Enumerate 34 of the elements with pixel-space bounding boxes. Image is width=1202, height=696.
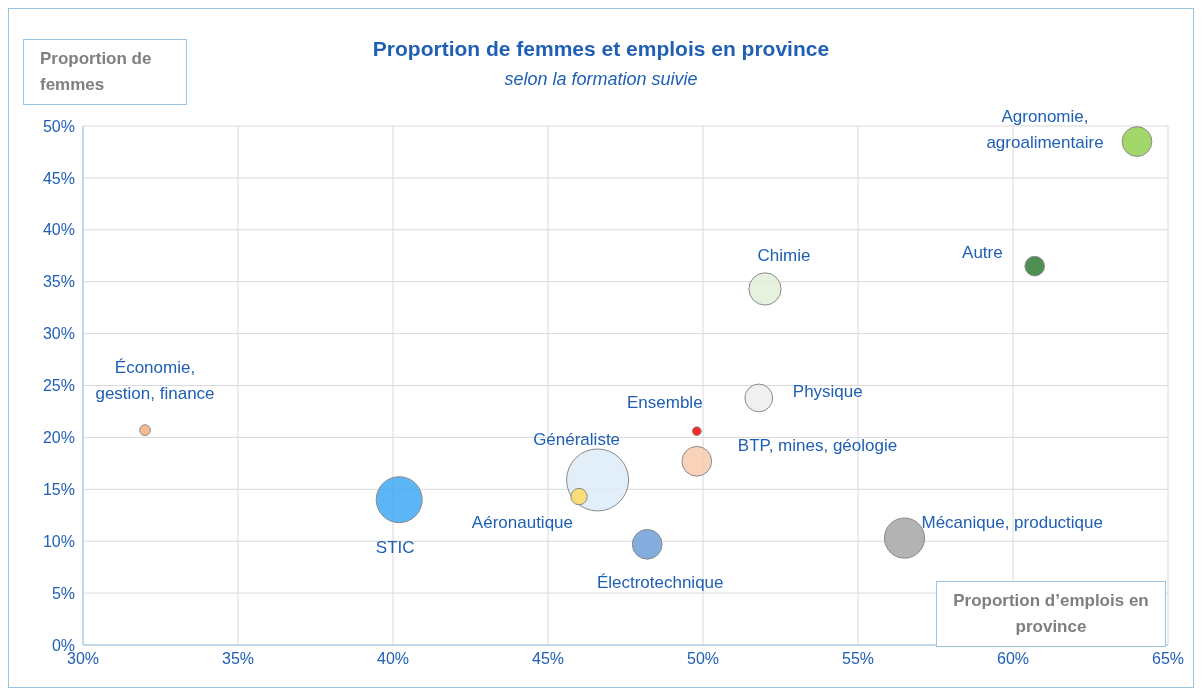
y-tick-label: 30% (42, 325, 75, 343)
y-tick-label: 40% (42, 221, 75, 239)
y-tick-label: 35% (42, 273, 75, 291)
y-axis-title: Proportion de femmes (23, 39, 187, 105)
x-axis-title: Proportion d’emplois en province (936, 581, 1166, 647)
y-tick-label: 50% (42, 117, 75, 135)
series-label: Autre (962, 242, 1003, 262)
series-label: STIC (375, 537, 415, 557)
series-label: Chimie (757, 245, 811, 265)
x-tick-label: 65% (1151, 650, 1185, 668)
y-tick-label: 45% (42, 169, 75, 187)
series-label: Agronomie, agroalimentaire (986, 106, 1104, 152)
series-label: Électrotechnique (596, 572, 724, 592)
x-tick-label: 55% (841, 650, 875, 668)
x-tick-label: 35% (221, 650, 255, 668)
x-tick-label: 50% (686, 650, 720, 668)
chart-title: Proportion de femmes et emplois en province (372, 37, 830, 60)
x-tick-label: 40% (376, 650, 410, 668)
y-tick-label: 20% (42, 429, 75, 447)
x-tick-label: 60% (996, 650, 1030, 668)
chart-subtitle: selon la formation suivie (504, 69, 698, 89)
y-tick-label: 10% (42, 532, 75, 550)
series-label: Ensemble (627, 392, 703, 412)
series-label: Généraliste (533, 429, 621, 449)
series-label: Mécanique, productique (921, 512, 1103, 532)
text: Économie, gestion, finance (95, 357, 215, 403)
series-label: BTP, mines, géologie (737, 435, 898, 455)
series-label: Aéronautique (471, 512, 573, 532)
x-tick-label: 45% (531, 650, 565, 668)
series-label: Physique (792, 381, 863, 401)
x-tick-label: 30% (66, 650, 100, 668)
y-tick-label: 15% (42, 480, 75, 498)
y-tick-label: 25% (42, 377, 75, 395)
y-tick-label: 5% (51, 584, 75, 602)
